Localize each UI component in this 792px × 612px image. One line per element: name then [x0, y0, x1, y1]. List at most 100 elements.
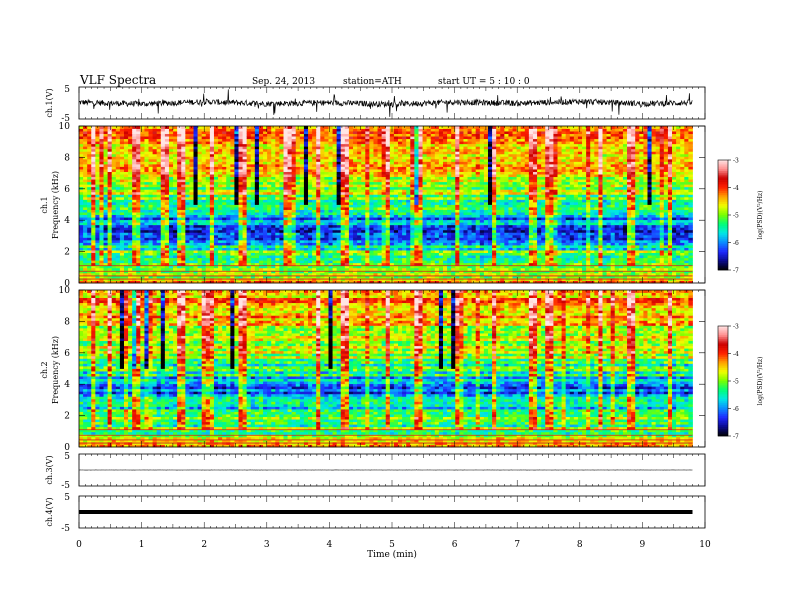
spectrogram-cell: [377, 267, 383, 271]
spectrogram-cell: [103, 176, 109, 180]
spectrogram-cell: [295, 131, 301, 134]
spectrogram-cell: [164, 156, 170, 160]
spectrogram-cell: [123, 234, 129, 238]
spectrogram-cell: [234, 181, 239, 185]
spectrogram-cell: [250, 265, 256, 269]
spectrogram-cell: [332, 153, 338, 157]
spectrogram-cell: [123, 146, 129, 150]
spectrogram-cell: [393, 257, 399, 261]
spectrogram-cell: [279, 224, 284, 228]
spectrogram-cell: [87, 196, 92, 200]
spectrogram-cell: [361, 222, 366, 226]
spectrogram-cell: [295, 153, 301, 157]
spectrogram-cell: [299, 242, 305, 246]
spectrogram-cell: [291, 133, 297, 137]
spectrogram-cell: [205, 128, 211, 132]
spectrogram-cell: [119, 234, 125, 238]
spectrogram-cell: [201, 245, 207, 248]
spectrogram-cell: [156, 138, 162, 142]
spectrogram-cell: [132, 143, 137, 147]
spectrogram-cell: [389, 181, 395, 185]
spectrogram-cell: [287, 133, 293, 137]
spectrogram-cell: [99, 199, 104, 203]
spectrogram-cell: [353, 151, 358, 155]
spectrogram-cell: [267, 245, 272, 248]
spectrogram-cell: [258, 151, 264, 155]
spectrogram-cell: [271, 222, 276, 226]
spectrogram-cell: [185, 163, 190, 167]
spectrogram-cell: [156, 255, 162, 259]
spectrogram-cell: [181, 217, 186, 221]
spectrogram-cell: [189, 151, 194, 155]
spectrogram-cell: [324, 184, 329, 188]
spectrogram-cell: [234, 250, 239, 254]
spectrogram-cell: [197, 141, 203, 145]
spectrogram-cell: [185, 201, 190, 205]
spectrogram-cell: [140, 151, 145, 155]
spectrogram-cell: [123, 151, 129, 155]
spectrogram-cell: [148, 171, 154, 175]
spectrogram-cell: [308, 194, 313, 198]
spectrogram-cell: [344, 275, 350, 279]
spectrogram-cell: [132, 171, 137, 175]
spectrogram-cell: [340, 232, 346, 236]
spectrogram-cell: [136, 255, 141, 259]
spectrogram-cell: [324, 267, 329, 271]
spectrogram-cell: [222, 245, 227, 248]
spectrogram-cell: [222, 201, 227, 205]
spectrogram-cell: [152, 163, 158, 167]
spectrogram-cell: [303, 252, 309, 256]
spectrogram-cell: [197, 196, 203, 200]
spectrogram-cell: [348, 250, 354, 254]
spectrogram-cell: [357, 146, 362, 150]
spectrogram-cell: [267, 214, 272, 218]
spectrogram-cell: [275, 257, 280, 261]
spectrogram-cell: [91, 191, 96, 195]
spectrogram-cell: [152, 229, 158, 233]
spectrogram-cell: [336, 237, 342, 241]
spectrogram-cell: [324, 255, 329, 259]
spectrogram-cell: [185, 186, 190, 190]
spectrogram-cell: [348, 138, 354, 142]
spectrogram-cell: [316, 179, 321, 183]
spectrogram-cell: [295, 212, 301, 216]
spectrogram-cell: [140, 161, 145, 165]
spectrogram-cell: [254, 184, 260, 188]
spectrogram-cell: [320, 257, 325, 261]
spectrogram-cell: [148, 252, 154, 256]
spectrogram-cell: [119, 255, 125, 259]
spectrogram-cell: [242, 186, 248, 190]
spectrogram-cell: [115, 245, 121, 248]
spectrogram-cell: [83, 272, 88, 276]
spectrogram-cell: [128, 176, 133, 180]
spectrogram-cell: [312, 212, 317, 216]
spectrogram-cell: [357, 280, 362, 284]
spectrogram-cell: [250, 143, 256, 147]
spectrogram-cell: [160, 275, 166, 279]
spectrogram-cell: [79, 272, 84, 276]
spectrogram-cell: [234, 169, 239, 172]
spectrogram-cell: [181, 171, 186, 175]
spectrogram-cell: [381, 224, 387, 228]
spectrogram-cell: [140, 163, 145, 167]
spectrogram-cell: [173, 227, 178, 231]
spectrogram-cell: [246, 148, 252, 152]
spectrogram-cell: [348, 239, 354, 243]
spectrogram-cell: [275, 191, 280, 195]
spectrogram-cell: [267, 158, 272, 162]
spectrogram-cell: [152, 270, 158, 274]
spectrogram-cell: [263, 272, 268, 276]
spectrogram-cell: [234, 280, 239, 284]
spectrogram-cell: [99, 196, 104, 200]
spectrogram-cell: [160, 262, 166, 266]
spectrogram-cell: [344, 245, 350, 248]
spectrogram-cell: [123, 212, 129, 216]
spectrogram-cell: [312, 138, 317, 142]
spectrogram-cell: [283, 153, 288, 157]
spectrogram-cell: [156, 212, 162, 216]
spectrogram-cell: [299, 207, 305, 210]
spectrogram-cell: [197, 207, 203, 210]
spectrogram-cell: [119, 227, 125, 231]
spectrogram-cell: [234, 126, 239, 129]
spectrogram-cell: [275, 176, 280, 180]
